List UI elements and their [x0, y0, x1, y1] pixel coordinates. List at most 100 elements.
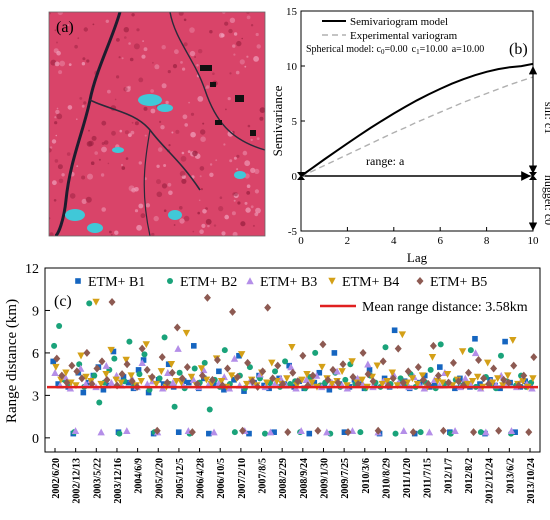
- data-point-etm-b2: [206, 406, 213, 413]
- c-y-tick-label: 9: [32, 304, 39, 319]
- texture-dot: [120, 163, 124, 167]
- texture-dot: [202, 209, 207, 214]
- texture-dot: [100, 173, 105, 177]
- data-point-etm-b5: [475, 356, 483, 364]
- texture-dot: [161, 183, 168, 189]
- data-point-etm-b1: [175, 429, 182, 435]
- texture-dot: [160, 125, 165, 130]
- data-point-etm-b2: [116, 430, 123, 437]
- data-point-etm-b5: [349, 372, 357, 381]
- texture-dot: [233, 192, 238, 197]
- data-point-etm-b3: [102, 361, 110, 369]
- texture-dot: [54, 61, 60, 67]
- data-point-etm-b3: [123, 427, 131, 434]
- texture-dot: [188, 101, 191, 104]
- texture-dot: [198, 49, 203, 54]
- texture-dot: [190, 131, 196, 138]
- data-point-etm-b1: [366, 367, 373, 373]
- texture-dot: [237, 201, 241, 205]
- texture-dot: [83, 27, 89, 32]
- data-point-etm-b5: [454, 377, 462, 386]
- texture-dot: [254, 168, 260, 174]
- texture-dot: [156, 164, 160, 168]
- texture-dot: [142, 40, 144, 42]
- data-point-etm-b1: [512, 429, 518, 435]
- data-point-etm-b4: [142, 341, 150, 349]
- texture-dot: [236, 168, 239, 171]
- c-x-tick-label: 2011/1/20: [402, 458, 413, 498]
- texture-dot: [183, 215, 190, 222]
- data-point-etm-b3: [164, 369, 172, 376]
- texture-dot: [201, 223, 206, 228]
- data-point-etm-b4: [418, 372, 427, 380]
- data-point-etm-b3: [143, 380, 152, 388]
- data-point-etm-b4: [519, 378, 527, 385]
- data-point-etm-b5: [173, 323, 181, 332]
- texture-dot: [233, 156, 237, 160]
- texture-dot: [197, 96, 204, 102]
- data-point-etm-b5: [449, 358, 457, 367]
- data-point-etm-b5: [439, 426, 447, 435]
- texture-dot: [49, 12, 51, 15]
- data-point-etm-b5: [329, 365, 337, 374]
- data-point-etm-b1: [135, 367, 142, 373]
- data-point-etm-b3: [189, 376, 198, 384]
- texture-dot: [247, 124, 251, 128]
- data-point-etm-b4: [373, 362, 381, 370]
- data-point-etm-b1: [50, 358, 56, 365]
- data-point-etm-b1: [55, 381, 62, 387]
- model-text-prefix: Spherical model: c: [306, 44, 382, 55]
- texture-dot: [140, 213, 146, 219]
- texture-dot: [55, 134, 58, 137]
- data-point-etm-b1: [165, 361, 172, 368]
- texture-dot: [250, 205, 254, 209]
- texture-dot: [187, 150, 191, 154]
- data-point-etm-b3: [287, 363, 295, 371]
- c-x-tick-label: 2009/7/25: [340, 458, 351, 499]
- data-point-etm-b4: [529, 375, 537, 383]
- texture-dot: [49, 232, 54, 236]
- texture-dot: [79, 97, 83, 100]
- texture-dot: [199, 175, 202, 178]
- data-point-etm-b3: [461, 374, 470, 382]
- satellite-image-panel: (a): [48, 11, 266, 237]
- data-point-etm-b4: [107, 346, 115, 354]
- data-point-etm-b3: [266, 428, 275, 436]
- data-point-etm-b5: [404, 367, 412, 376]
- nugget-annotation: nugget: c0: [542, 175, 550, 225]
- data-point-etm-b4: [494, 375, 502, 383]
- panel-c-label: (c): [54, 293, 72, 310]
- texture-dot: [114, 98, 117, 101]
- texture-dot: [246, 15, 251, 20]
- c-x-tick-label: 2006/4/28: [196, 458, 207, 499]
- texture-dot: [67, 24, 70, 27]
- texture-dot: [111, 130, 116, 136]
- texture-dot: [250, 24, 254, 27]
- c-x-tick-label: 2013/10/24: [526, 458, 537, 504]
- texture-dot: [134, 209, 139, 213]
- data-point-etm-b4: [288, 344, 296, 351]
- texture-dot: [252, 224, 255, 227]
- data-point-etm-b4: [243, 380, 251, 388]
- c-y-tick-label: 3: [32, 389, 39, 404]
- data-point-etm-b5: [495, 426, 503, 435]
- data-point-etm-b5: [394, 344, 402, 353]
- c0-value: =0.00: [384, 44, 407, 55]
- texture-dot: [86, 59, 90, 63]
- legend-label-etm-b3: ETM+ B3: [260, 275, 317, 290]
- data-point-etm-b5: [224, 364, 232, 373]
- legend-label-etm-b1: ETM+ B1: [88, 275, 145, 290]
- c-x-tick-label: 2008/9/24: [299, 458, 310, 499]
- texture-dot: [189, 27, 195, 33]
- data-point-etm-b5: [505, 378, 513, 387]
- texture-dot: [121, 57, 124, 60]
- texture-dot: [222, 12, 226, 14]
- data-point-etm-b4: [499, 382, 507, 390]
- legend-model-label: Semivariogram model: [350, 16, 448, 28]
- data-point-etm-b1: [211, 381, 217, 387]
- texture-dot: [124, 130, 129, 135]
- texture-dot: [199, 229, 204, 234]
- data-point-etm-b3: [71, 427, 80, 434]
- texture-dot: [232, 231, 238, 236]
- texture-dot: [118, 56, 121, 59]
